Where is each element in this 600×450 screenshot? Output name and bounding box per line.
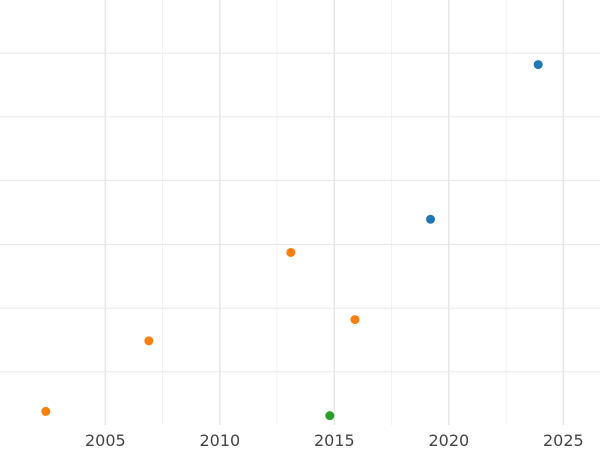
x-tick-label: 2005 — [85, 431, 126, 450]
data-point-series-2 — [286, 247, 296, 257]
data-points — [41, 60, 543, 421]
data-point-series-2 — [350, 315, 360, 325]
x-tick-label: 2015 — [314, 431, 355, 450]
x-tick-label: 2010 — [199, 431, 240, 450]
grid — [0, 0, 600, 425]
data-point-series-3 — [325, 411, 335, 421]
data-point-series-2 — [41, 406, 51, 416]
x-axis-tick-labels: 2005 2010 2015 2020 2025 — [85, 431, 584, 450]
data-point-series-2 — [144, 336, 154, 346]
x-tick-label: 2025 — [543, 431, 584, 450]
data-point-series-1 — [426, 214, 436, 224]
data-point-series-1 — [533, 60, 543, 70]
x-tick-label: 2020 — [428, 431, 469, 450]
